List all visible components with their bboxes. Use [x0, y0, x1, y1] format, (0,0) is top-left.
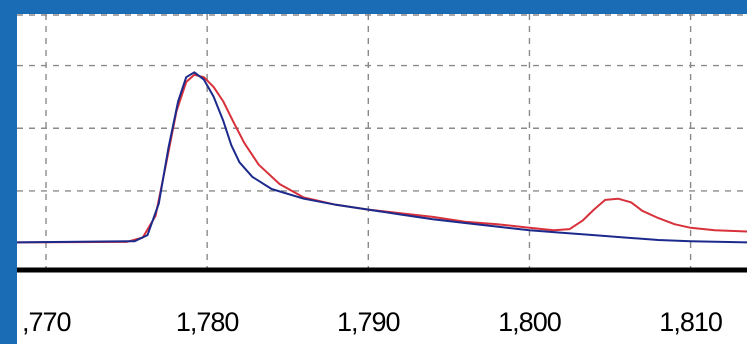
- series-layer: [17, 71, 747, 244]
- x-tick-label-0: ,770: [22, 307, 71, 337]
- plot-area: ,770 1,780 1,790 1,800 1,810: [17, 14, 747, 344]
- tick-label-layer: ,770 1,780 1,790 1,800 1,810: [22, 307, 723, 337]
- x-tick-label-3: 1,800: [498, 307, 561, 337]
- grid-layer: [17, 14, 747, 270]
- series-line-0: [17, 73, 747, 244]
- series-line-1: [17, 71, 747, 244]
- x-tick-label-2: 1,790: [337, 307, 400, 337]
- x-tick-label-1: 1,780: [176, 307, 239, 337]
- chart-svg: ,770 1,780 1,790 1,800 1,810: [17, 14, 747, 337]
- x-tick-label-4: 1,810: [659, 307, 722, 337]
